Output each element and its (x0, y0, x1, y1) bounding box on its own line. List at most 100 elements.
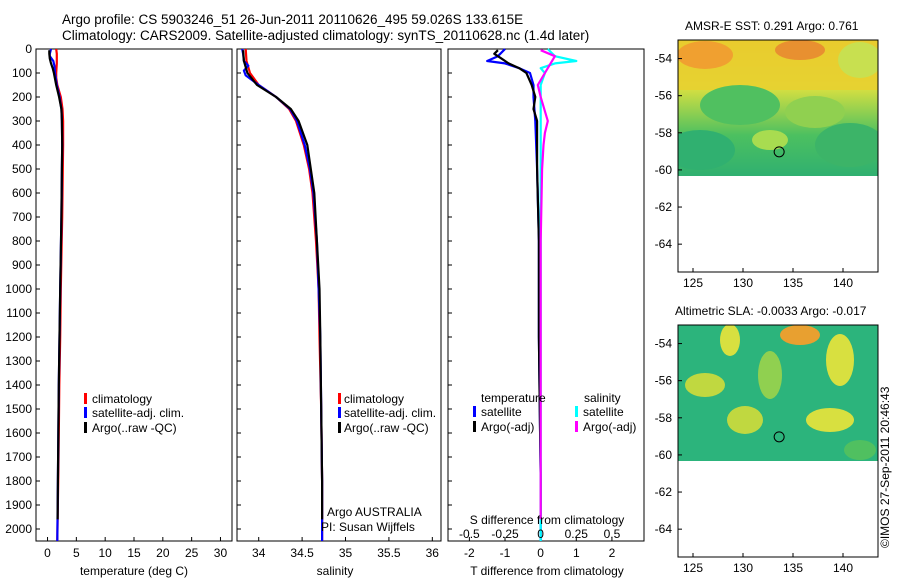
sst-map-title: AMSR-E SST: 0.291 Argo: 0.761 (685, 19, 859, 33)
argo-program-note: Argo AUSTRALIA (327, 505, 422, 519)
s-difference-ticks: -0.5 -0.25 0 0.25 0.5 (459, 527, 621, 541)
x-tick-label: 15 (127, 546, 141, 560)
depth-tick-label: 500 (12, 162, 32, 176)
series-line-argo-raw-qc- (242, 50, 324, 520)
sla-lon-ticks: 125 130 135 140 (683, 553, 853, 575)
lon-tick-label: 135 (783, 561, 803, 575)
series-line-argo-raw-qc- (48, 50, 64, 520)
difference-depth-ticks (448, 48, 452, 530)
depth-tick-label: 700 (12, 210, 32, 224)
x-tick-label: 5 (73, 546, 80, 560)
s-tick-label: 0 (537, 527, 544, 541)
imos-credit: ©IMOS 27-Sep-2011 20:46:43 (878, 386, 892, 548)
lat-tick-label: -54 (655, 337, 673, 351)
lon-tick-label: 130 (733, 561, 753, 575)
x-tick-label: 0 (537, 546, 544, 560)
lat-tick-label: -58 (655, 411, 673, 425)
depth-tick-label: 800 (12, 234, 32, 248)
lon-tick-label: 125 (683, 561, 703, 575)
depth-tick-label: 1800 (5, 474, 32, 488)
sst-lat-ticks: -54 -56 -58 -60 -62 -64 (655, 52, 682, 251)
x-tick-label: 34.5 (290, 546, 314, 560)
temperature-axes (35, 48, 233, 542)
argo-float-marker (773, 146, 785, 158)
sla-map-frame (677, 324, 879, 558)
x-tick-label: 25 (185, 546, 199, 560)
lat-tick-label: -64 (655, 237, 673, 251)
x-tick-label: 10 (98, 546, 112, 560)
s-difference-label: S difference from climatology (470, 513, 625, 527)
lat-tick-label: -60 (655, 448, 673, 462)
depth-tick-label: 1300 (5, 354, 32, 368)
depth-tick-label: 900 (12, 258, 32, 272)
lat-tick-label: -56 (655, 89, 673, 103)
x-tick-label: 35.5 (377, 546, 401, 560)
x-tick-label: 20 (156, 546, 170, 560)
lon-tick-label: 125 (683, 276, 703, 290)
salinity-panel: 34 34.5 35 35.5 36 salinity climatology sate… (236, 48, 442, 578)
temperature-panel: 0100200300400500600700800900100011001200… (5, 42, 233, 578)
lon-tick-label: 140 (833, 561, 853, 575)
s-tick-label: 0.25 (565, 527, 589, 541)
x-tick-label: -1 (500, 546, 511, 560)
legend-climatology: climatology (344, 392, 404, 406)
lat-tick-label: -62 (655, 200, 673, 214)
legend-argo: Argo(..raw -QC) (344, 421, 429, 435)
lon-tick-label: 130 (733, 276, 753, 290)
x-tick-label: 2 (609, 546, 616, 560)
salinity-series (241, 48, 324, 541)
depth-tick-label: 0 (25, 42, 32, 56)
s-tick-label: -0.5 (459, 527, 480, 541)
sla-map-title: Altimetric SLA: -0.0033 Argo: -0.017 (675, 304, 867, 318)
difference-legend: temperature salinity satellite Argo(-adj… (473, 391, 636, 434)
sst-map: AMSR-E SST: 0.291 Argo: 0.761 -54-56-58-… (655, 19, 879, 290)
legend-swatch-argo (338, 422, 341, 433)
t-difference-label: T difference from climatology (470, 564, 624, 578)
depth-tick-label: 200 (12, 90, 32, 104)
lat-tick-label: -62 (655, 485, 673, 499)
s-tick-label: 0.5 (604, 527, 621, 541)
legend-satellite: satellite-adj. clim. (344, 406, 436, 420)
temperature-x-ticks: 0 5 10 15 20 25 30 (44, 537, 227, 560)
salinity-axes (236, 48, 442, 542)
depth-tick-label: 100 (12, 66, 32, 80)
x-tick-label: 1 (573, 546, 580, 560)
depth-tick-label: 1400 (5, 378, 32, 392)
lat-tick-label: -54 (655, 52, 673, 66)
x-tick-label: -2 (464, 546, 475, 560)
legend-swatch-climatology (338, 393, 341, 404)
sla-lat-ticks: -54 -56 -58 -60 -62 -64 (655, 337, 682, 536)
depth-tick-label: 1200 (5, 330, 32, 344)
depth-tick-label: 2000 (5, 522, 32, 536)
legend-temp-satellite: satellite (481, 405, 522, 419)
x-tick-label: 30 (214, 546, 228, 560)
legend-climatology: climatology (92, 392, 152, 406)
salinity-depth-ticks (237, 48, 241, 530)
salinity-xlabel: salinity (317, 564, 354, 578)
depth-tick-label: 400 (12, 138, 32, 152)
depth-tick-label: 600 (12, 186, 32, 200)
legend-swatch-satellite (84, 407, 87, 418)
difference-panel: -2 -1 0 1 2 S difference from climatology -0… (447, 48, 645, 578)
lat-tick-label: -60 (655, 163, 673, 177)
salinity-x-ticks: 34 34.5 35 35.5 36 (252, 537, 439, 560)
sla-field (678, 325, 878, 461)
header-line2: Climatology: CARS2009. Satellite-adjuste… (62, 28, 589, 43)
legend-swatch-temp-argo (473, 421, 476, 432)
difference-axes (447, 48, 645, 542)
depth-tick-label: 1600 (5, 426, 32, 440)
lon-tick-label: 140 (833, 276, 853, 290)
depth-tick-label: 1000 (5, 282, 32, 296)
depth-tick-labels: 0 100 200 300 400 500 600 700 800 900 1000 1100 1200… (5, 42, 40, 536)
legend-title-temperature: temperature (481, 391, 546, 405)
x-tick-label: 36 (426, 546, 440, 560)
legend-argo: Argo(..raw -QC) (92, 421, 177, 435)
legend-sal-argo: Argo(-adj) (583, 420, 636, 434)
temperature-xlabel: temperature (deg C) (80, 564, 188, 578)
legend-satellite: satellite-adj. clim. (92, 406, 184, 420)
legend-swatch-temp-satellite (473, 406, 476, 417)
depth-tick-label: 1700 (5, 450, 32, 464)
argo-float-marker (773, 431, 785, 443)
sst-lon-ticks: 125 130 135 140 (683, 268, 853, 290)
legend-swatch-satellite (338, 407, 341, 418)
